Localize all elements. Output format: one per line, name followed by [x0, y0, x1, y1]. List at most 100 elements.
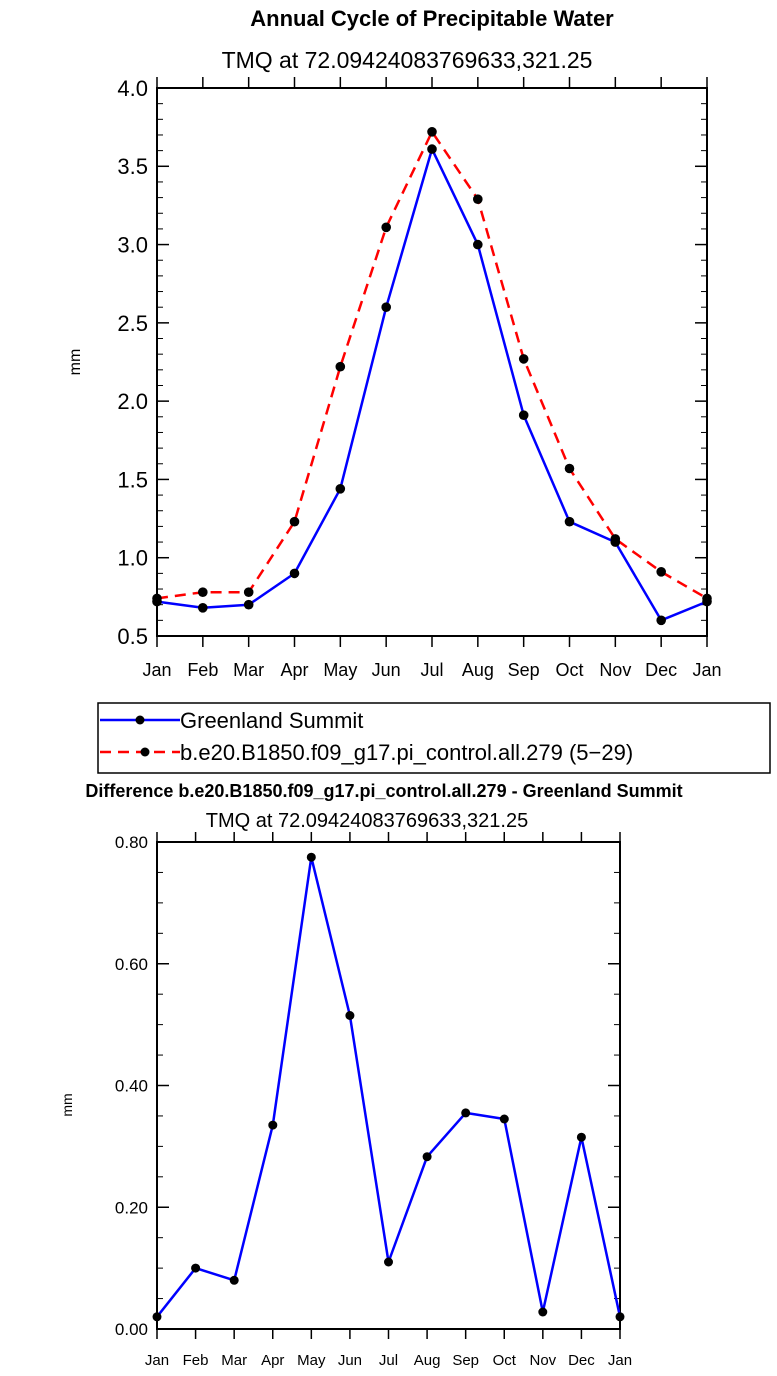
series-0-point-7 [473, 239, 483, 250]
series-0-point-2 [243, 599, 254, 610]
chart2-x-ticks: Jan Feb Mar Apr May Jun Jul Aug Sep Oct Nov Dec Jan [145, 832, 632, 1369]
x-tick-label-6: Jul [379, 1352, 398, 1369]
series-0-point-4 [306, 852, 316, 862]
y-tick-label-0: 0.5 [117, 624, 148, 649]
series-0-point-5 [345, 1011, 355, 1020]
x-tick-label-9: Oct [555, 660, 583, 680]
series-1-point-4 [335, 361, 346, 372]
series-0-point-8 [461, 1108, 471, 1118]
chart1-x-ticks: Jan Feb Mar Apr May Jun Jul Aug Sep Oct Nov Dec Jan [142, 77, 722, 680]
y-tick-label-3: 2.0 [117, 389, 148, 414]
y-tick-label-4: 2.5 [117, 311, 148, 336]
series-line-1 [156, 130, 708, 600]
chart1-y-axis-label: mm [67, 349, 84, 376]
series-line-0 [156, 147, 708, 622]
series-1-point-7 [473, 194, 483, 204]
series-1-point-6 [427, 127, 437, 137]
series-0-point-9 [499, 1114, 509, 1124]
chart1-y-ticks: 0.5 1.0 1.5 2.0 2.5 3.0 3.5 4.0 [117, 76, 707, 649]
y-tick-label-5: 3.0 [117, 232, 148, 257]
x-tick-label-0: Jan [142, 660, 171, 680]
series-0-point-6 [427, 144, 437, 154]
x-tick-label-12: Jan [692, 660, 721, 680]
x-tick-label-9: Oct [493, 1352, 517, 1369]
chart2-series [152, 852, 625, 1322]
series-0-point-3 [268, 1120, 278, 1130]
y-tick-label-1: 1.0 [117, 546, 148, 571]
series-1-point-1 [198, 587, 208, 597]
series-1-point-11 [656, 567, 666, 577]
chart2-y-ticks: 0.00 0.20 0.40 0.60 0.80 [115, 833, 620, 1339]
series-0-point-0 [152, 1312, 162, 1322]
x-tick-label-8: Sep [452, 1352, 479, 1369]
x-tick-label-4: May [297, 1352, 326, 1369]
legend-marker-pi-control [140, 747, 150, 757]
series-0-point-11 [576, 1132, 586, 1142]
x-tick-label-5: Jun [338, 1352, 362, 1369]
series-0-point-1 [198, 603, 208, 613]
series-1-point-5 [381, 222, 392, 233]
y-tick-label-7: 4.0 [117, 76, 148, 101]
legend-marker-greenland-summit [135, 715, 145, 725]
y-tick-label-1: 0.20 [115, 1198, 148, 1217]
series-0-point-6 [384, 1257, 393, 1267]
x-tick-label-4: May [323, 660, 357, 680]
y-tick-label-2: 0.40 [115, 1077, 148, 1096]
chart2-y-axis-label: mm [59, 1093, 75, 1116]
x-tick-label-1: Feb [183, 1352, 209, 1369]
chart1-plot-frame [156, 87, 708, 637]
x-tick-label-12: Jan [608, 1352, 632, 1369]
series-0-point-1 [191, 1263, 201, 1273]
chart1-legend: Greenland Summit b.e20.B1850.f09_g17.pi_… [97, 702, 771, 774]
x-tick-label-3: Apr [280, 660, 308, 680]
series-1-point-0 [152, 593, 162, 604]
series-0-point-10 [538, 1307, 548, 1317]
x-tick-label-11: Dec [568, 1352, 595, 1369]
series-1-point-2 [243, 587, 254, 597]
series-0-point-4 [335, 484, 346, 494]
series-1-point-12 [702, 593, 712, 604]
chart-annual-cycle: Annual Cycle of Precipitable Water TMQ a… [67, 6, 771, 774]
series-0-point-5 [381, 302, 392, 313]
series-line-0 [156, 855, 622, 1318]
x-tick-label-11: Dec [645, 660, 677, 680]
x-tick-label-2: Mar [221, 1352, 247, 1369]
x-tick-label-6: Jul [420, 660, 443, 680]
legend-label-pi-control: b.e20.B1850.f09_g17.pi_control.all.279 (… [180, 740, 633, 765]
x-tick-label-10: Nov [599, 660, 631, 680]
y-tick-label-6: 3.5 [117, 154, 148, 179]
series-1-point-9 [564, 463, 575, 474]
x-tick-label-0: Jan [145, 1352, 169, 1369]
chart2-subtitle: TMQ at 72.09424083769633,321.25 [206, 810, 528, 832]
x-tick-label-2: Mar [233, 660, 264, 680]
legend-box [97, 702, 771, 774]
series-0-point-7 [422, 1152, 432, 1162]
chart1-series [152, 127, 712, 626]
x-tick-label-1: Feb [187, 660, 218, 680]
chart1-subtitle: TMQ at 72.09424083769633,321.25 [222, 47, 593, 73]
series-0-point-8 [518, 410, 529, 421]
x-tick-label-5: Jun [372, 660, 401, 680]
chart-difference: Difference b.e20.B1850.f09_g17.pi_contro… [59, 781, 683, 1369]
y-tick-label-4: 0.80 [115, 833, 148, 852]
y-tick-label-2: 1.5 [117, 467, 148, 492]
x-tick-label-8: Sep [508, 660, 540, 680]
series-1-point-8 [518, 354, 529, 364]
series-0-point-3 [289, 568, 300, 579]
legend-label-greenland-summit: Greenland Summit [180, 708, 363, 733]
chart1-title: Annual Cycle of Precipitable Water [250, 6, 614, 31]
x-tick-label-7: Aug [462, 660, 494, 680]
series-1-point-10 [610, 534, 621, 544]
series-0-point-11 [656, 615, 666, 626]
series-0-point-12 [615, 1312, 625, 1322]
x-tick-label-10: Nov [529, 1352, 556, 1369]
y-tick-label-3: 0.60 [115, 955, 148, 974]
series-1-point-3 [289, 516, 300, 527]
x-tick-label-7: Aug [414, 1352, 441, 1369]
y-tick-label-0: 0.00 [115, 1320, 148, 1339]
x-tick-label-3: Apr [261, 1352, 284, 1369]
series-0-point-2 [229, 1275, 239, 1285]
series-0-point-9 [564, 516, 575, 527]
chart2-title: Difference b.e20.B1850.f09_g17.pi_contro… [85, 781, 682, 801]
